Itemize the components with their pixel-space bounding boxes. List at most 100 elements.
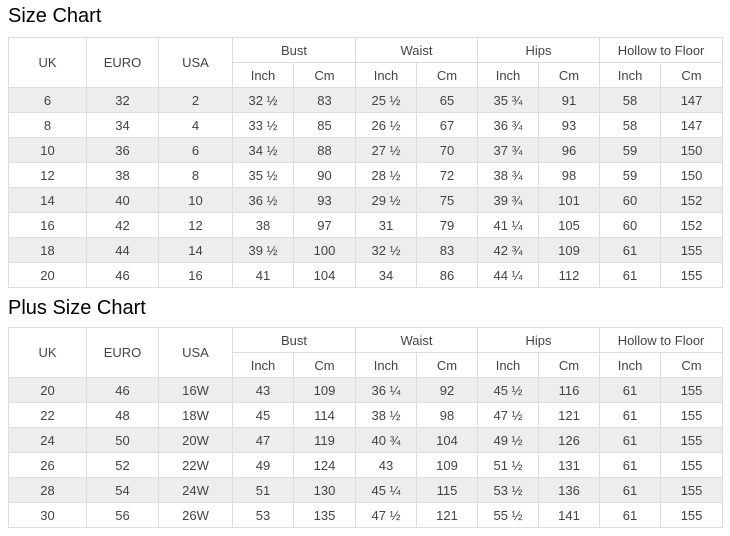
table-cell: 141 bbox=[538, 502, 601, 528]
table-cell: 61 bbox=[599, 262, 662, 288]
table-cell: 50 bbox=[86, 427, 159, 453]
table-cell: 10 bbox=[158, 187, 233, 213]
table-cell: 61 bbox=[599, 427, 662, 453]
table-cell: 61 bbox=[599, 402, 662, 428]
table-cell: 6 bbox=[8, 87, 87, 113]
size-chart-table: UK EURO USA Bust Waist Hips Hollow to Floor Inc… bbox=[8, 37, 724, 288]
table-cell: 38 bbox=[86, 162, 159, 188]
table-cell: 20 bbox=[8, 262, 87, 288]
table-cell: 35 ¾ bbox=[477, 87, 540, 113]
table-cell: 34 bbox=[355, 262, 418, 288]
table-cell: 114 bbox=[292, 402, 357, 428]
table-cell: 16 bbox=[158, 262, 233, 288]
table-cell: 150 bbox=[660, 162, 724, 188]
table-cell: 119 bbox=[292, 427, 357, 453]
table-cell: 33 ½ bbox=[232, 112, 294, 138]
table-cell: 115 bbox=[416, 477, 479, 503]
column-header-euro: EURO bbox=[86, 37, 159, 88]
table-row: 14 40 10 36 ½ 93 29 ½ 75 39 ¾ 101 60 152 bbox=[8, 187, 724, 213]
table-cell: 41 ¼ bbox=[477, 212, 540, 238]
column-subheader-inch: Inch bbox=[477, 352, 540, 378]
table-cell: 61 bbox=[599, 237, 662, 263]
column-subheader-inch: Inch bbox=[355, 62, 418, 88]
table-cell: 14 bbox=[8, 187, 87, 213]
table-cell: 34 bbox=[86, 112, 159, 138]
table-cell: 98 bbox=[538, 162, 601, 188]
table-cell: 38 ¾ bbox=[477, 162, 540, 188]
table-cell: 155 bbox=[660, 402, 724, 428]
table-cell: 86 bbox=[416, 262, 479, 288]
column-header-waist: Waist bbox=[355, 37, 479, 63]
table-cell: 26W bbox=[158, 502, 233, 528]
table-cell: 93 bbox=[292, 187, 357, 213]
table-cell: 83 bbox=[292, 87, 357, 113]
size-chart-title: Size Chart bbox=[8, 5, 102, 27]
table-cell: 60 bbox=[599, 212, 662, 238]
column-subheader-cm: Cm bbox=[660, 352, 724, 378]
table-row: 10 36 6 34 ½ 88 27 ½ 70 37 ¾ 96 59 150 bbox=[8, 137, 724, 163]
table-cell: 43 bbox=[232, 377, 294, 403]
table-cell: 32 bbox=[86, 87, 159, 113]
column-header-hollow-to-floor: Hollow to Floor bbox=[599, 37, 724, 63]
column-subheader-inch: Inch bbox=[477, 62, 540, 88]
plus-size-chart-body: 20 46 16W 43 109 36 ¼ 92 45 ½ 116 61 155 22 48 18W 45 1… bbox=[8, 377, 724, 528]
table-cell: 51 bbox=[232, 477, 294, 503]
table-cell: 152 bbox=[660, 187, 724, 213]
column-header-hollow-to-floor: Hollow to Floor bbox=[599, 327, 724, 353]
table-cell: 22W bbox=[158, 452, 233, 478]
table-cell: 24 bbox=[8, 427, 87, 453]
table-row: 26 52 22W 49 124 43 109 51 ½ 131 61 155 bbox=[8, 452, 724, 478]
table-cell: 70 bbox=[416, 137, 479, 163]
table-cell: 155 bbox=[660, 477, 724, 503]
table-cell: 39 ¾ bbox=[477, 187, 540, 213]
table-cell: 26 ½ bbox=[355, 112, 418, 138]
column-subheader-cm: Cm bbox=[292, 352, 357, 378]
column-header-hips: Hips bbox=[477, 37, 601, 63]
table-cell: 109 bbox=[416, 452, 479, 478]
table-cell: 155 bbox=[660, 377, 724, 403]
column-subheader-cm: Cm bbox=[292, 62, 357, 88]
table-row: 28 54 24W 51 130 45 ¼ 115 53 ½ 136 61 155 bbox=[8, 477, 724, 503]
table-cell: 100 bbox=[292, 237, 357, 263]
table-cell: 14 bbox=[158, 237, 233, 263]
column-header-uk: UK bbox=[8, 327, 87, 378]
table-cell: 42 bbox=[86, 212, 159, 238]
table-row: 18 44 14 39 ½ 100 32 ½ 83 42 ¾ 109 61 155 bbox=[8, 237, 724, 263]
table-cell: 54 bbox=[86, 477, 159, 503]
table-cell: 131 bbox=[538, 452, 601, 478]
table-cell: 28 bbox=[8, 477, 87, 503]
table-cell: 22 bbox=[8, 402, 87, 428]
table-cell: 91 bbox=[538, 87, 601, 113]
table-cell: 55 ½ bbox=[477, 502, 540, 528]
table-cell: 52 bbox=[86, 452, 159, 478]
table-cell: 32 ½ bbox=[355, 237, 418, 263]
column-subheader-cm: Cm bbox=[416, 62, 479, 88]
table-cell: 40 ¾ bbox=[355, 427, 418, 453]
table-row: 16 42 12 38 97 31 79 41 ¼ 105 60 152 bbox=[8, 212, 724, 238]
table-cell: 2 bbox=[158, 87, 233, 113]
table-cell: 61 bbox=[599, 477, 662, 503]
table-cell: 18 bbox=[8, 237, 87, 263]
table-cell: 49 ½ bbox=[477, 427, 540, 453]
table-cell: 30 bbox=[8, 502, 87, 528]
table-cell: 35 ½ bbox=[232, 162, 294, 188]
table-cell: 38 ½ bbox=[355, 402, 418, 428]
table-cell: 58 bbox=[599, 87, 662, 113]
table-cell: 85 bbox=[292, 112, 357, 138]
table-cell: 47 ½ bbox=[355, 502, 418, 528]
table-cell: 75 bbox=[416, 187, 479, 213]
column-header-bust: Bust bbox=[231, 327, 357, 353]
plus-size-chart-title: Plus Size Chart bbox=[8, 297, 146, 319]
table-cell: 147 bbox=[660, 112, 724, 138]
table-cell: 49 bbox=[232, 452, 294, 478]
column-header-usa: USA bbox=[158, 327, 233, 378]
table-row: 12 38 8 35 ½ 90 28 ½ 72 38 ¾ 98 59 150 bbox=[8, 162, 724, 188]
table-cell: 31 bbox=[355, 212, 418, 238]
table-cell: 29 ½ bbox=[355, 187, 418, 213]
table-row: 20 46 16 41 104 34 86 44 ¼ 112 61 155 bbox=[8, 262, 724, 288]
table-cell: 136 bbox=[538, 477, 601, 503]
table-cell: 45 bbox=[232, 402, 294, 428]
table-cell: 59 bbox=[599, 137, 662, 163]
table-cell: 152 bbox=[660, 212, 724, 238]
table-cell: 47 bbox=[232, 427, 294, 453]
